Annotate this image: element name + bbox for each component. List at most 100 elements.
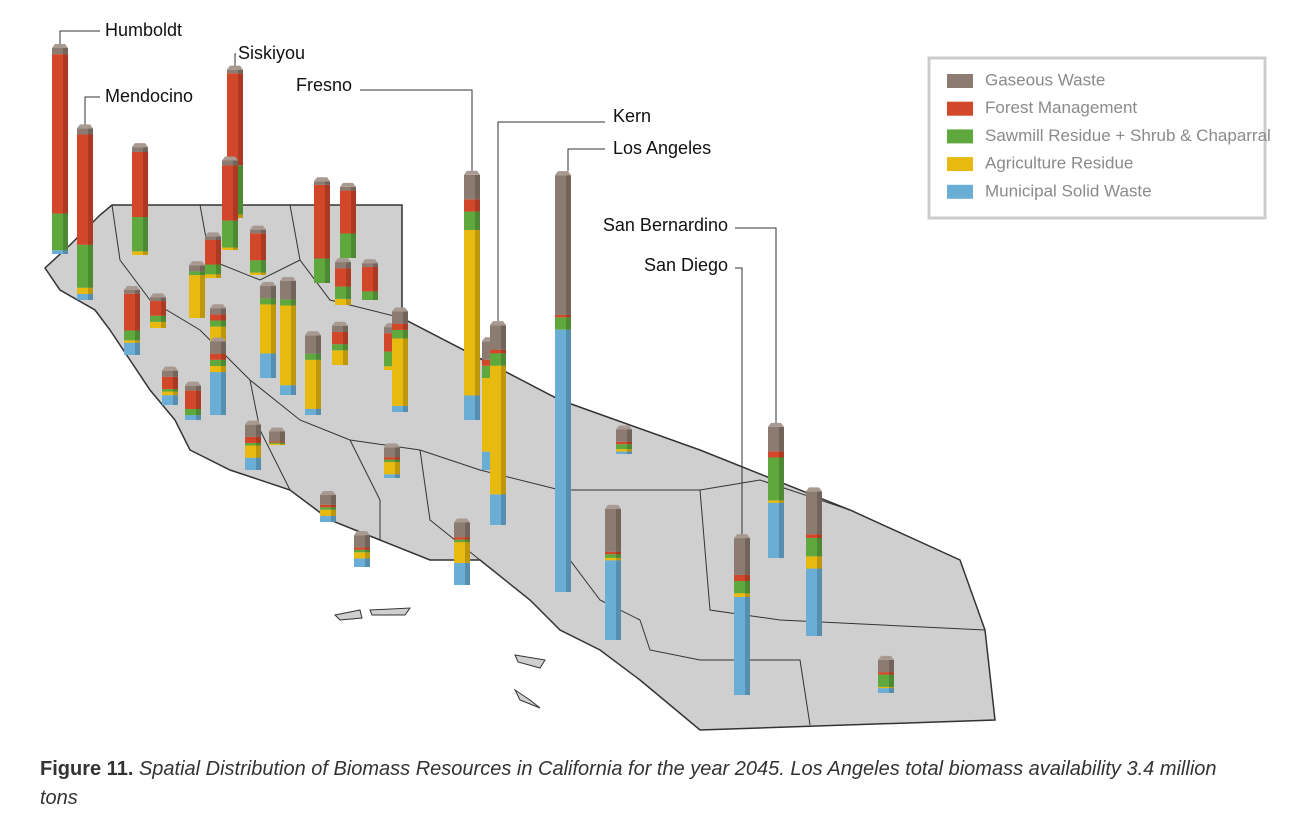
caption-label: Figure 11.: [40, 758, 134, 780]
bar-shade: [889, 659, 894, 693]
bar-segment: [185, 408, 201, 416]
bar-segment: [806, 534, 822, 538]
bar-cap: [362, 259, 378, 264]
bar: [280, 276, 296, 395]
bar-segment: [464, 199, 480, 212]
bar-cap: [605, 504, 621, 509]
state-outline: [44, 204, 996, 731]
bar-cap: [384, 443, 400, 448]
bar-segment: [269, 443, 285, 445]
bar-cap: [320, 491, 336, 496]
bar-shade: [627, 429, 632, 454]
county-label: Los Angeles: [613, 138, 711, 158]
bar-segment: [227, 73, 243, 166]
bar-cap: [392, 307, 408, 312]
bar-cap: [806, 487, 822, 492]
bar-cap: [335, 258, 351, 263]
bar-segment: [768, 426, 784, 452]
bar-segment: [332, 350, 348, 365]
bar-segment: [384, 457, 400, 460]
bar: [384, 443, 400, 478]
leader-line: [735, 227, 777, 423]
bar-shade: [325, 181, 330, 283]
bar-cap: [162, 366, 178, 371]
bar-segment: [77, 134, 93, 245]
bar-segment: [210, 314, 226, 321]
bar: [222, 156, 238, 250]
bar-cap: [222, 156, 238, 161]
bar-segment: [616, 429, 632, 442]
bar-segment: [616, 449, 632, 452]
bar-shade: [403, 311, 408, 412]
bar-cap: [340, 182, 356, 187]
bar-shade: [135, 290, 140, 355]
bar-segment: [320, 507, 336, 510]
bar-cap: [250, 225, 266, 230]
bar-segment: [314, 258, 330, 283]
bar-shade: [373, 263, 378, 300]
bar: [260, 282, 276, 378]
bar-cap: [454, 518, 470, 523]
bar-segment: [124, 330, 140, 341]
bar-segment: [124, 293, 140, 331]
bar-segment: [305, 408, 321, 415]
bar-segment: [210, 353, 226, 360]
bar-segment: [250, 233, 266, 261]
bar-segment: [189, 271, 205, 276]
bar-segment: [260, 286, 276, 299]
county-label: San Bernardino: [603, 215, 728, 235]
bar-segment: [490, 349, 506, 354]
bar-shade: [221, 341, 226, 415]
bar-segment: [354, 535, 370, 548]
legend-label: Gaseous Waste: [985, 70, 1105, 89]
bar: [269, 427, 285, 445]
leader-line: [567, 148, 605, 172]
bar-segment: [768, 500, 784, 503]
bar-segment: [245, 436, 261, 444]
bar-segment: [555, 329, 571, 592]
bar-shade: [779, 426, 784, 558]
bar-segment: [150, 301, 166, 316]
bar-segment: [734, 596, 750, 695]
bar-segment: [734, 538, 750, 575]
bar-segment: [124, 290, 140, 294]
bar: [878, 655, 894, 693]
legend-box: [927, 56, 1267, 220]
bar-segment: [210, 320, 226, 327]
bar-segment: [332, 344, 348, 351]
bar-segment: [77, 287, 93, 294]
bar-segment: [392, 329, 408, 339]
bar-segment: [464, 395, 480, 420]
bar-cap: [314, 177, 330, 182]
bar-shade: [365, 535, 370, 567]
bar-cap: [354, 531, 370, 536]
bar-segment: [490, 353, 506, 366]
bar-shade: [291, 280, 296, 395]
bar-cap: [210, 337, 226, 342]
leader-line: [84, 96, 100, 125]
bar-segment: [185, 390, 201, 409]
bar-shade: [216, 236, 221, 278]
bar-shade: [395, 447, 400, 478]
bar-shade: [316, 335, 321, 415]
bar-segment: [340, 190, 356, 234]
legend-label: Agriculture Residue: [985, 154, 1133, 173]
bar-segment: [354, 552, 370, 559]
bar-shade: [501, 325, 506, 525]
bar-segment: [354, 549, 370, 553]
bar: [320, 491, 336, 522]
bar-segment: [335, 286, 351, 299]
bar: [185, 381, 201, 420]
leader-line: [59, 30, 100, 45]
bar-segment: [227, 69, 243, 74]
bar-segment: [734, 593, 750, 597]
bar: [162, 366, 178, 405]
bar-segment: [320, 495, 336, 505]
legend-swatch: [947, 184, 973, 199]
bar-cap: [77, 124, 93, 129]
bar-shade: [256, 424, 261, 470]
bar-segment: [555, 175, 571, 315]
bar-shade: [465, 522, 470, 585]
bar-segment: [250, 229, 266, 234]
bar-segment: [392, 311, 408, 324]
